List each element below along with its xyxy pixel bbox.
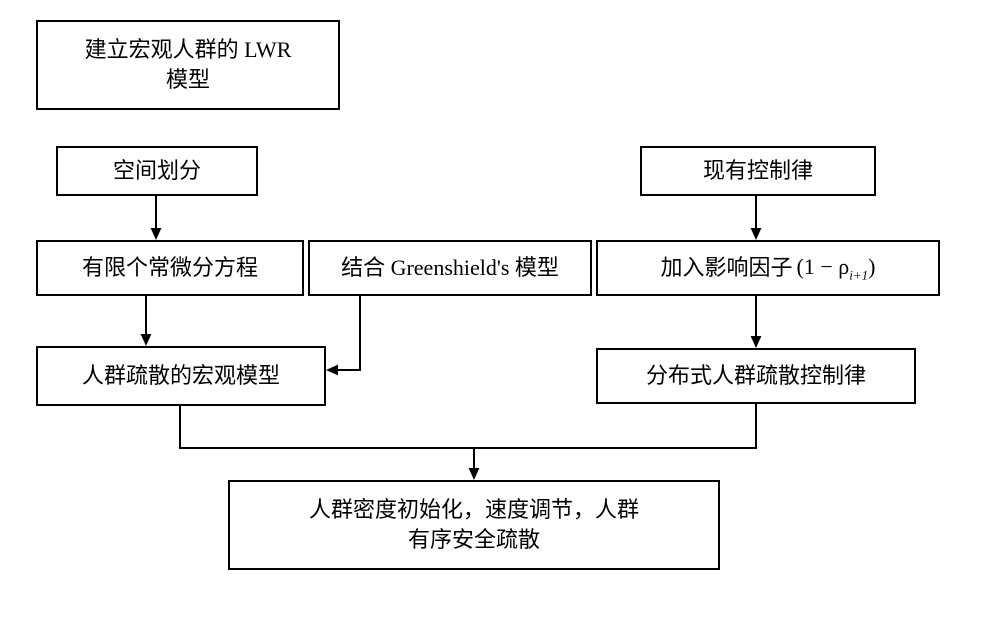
box-space-partition: 空间划分 <box>56 146 258 196</box>
box-macro-model: 人群疏散的宏观模型 <box>36 346 326 406</box>
flowchart-canvas: 建立宏观人群的 LWR 模型 空间划分 有限个常微分方程 结合 Greenshi… <box>0 0 1000 638</box>
box-existing-law: 现有控制律 <box>640 146 876 196</box>
box-text: 有限个常微分方程 <box>82 253 258 283</box>
box-ode: 有限个常微分方程 <box>36 240 304 296</box>
box-greenshields: 结合 Greenshield's 模型 <box>308 240 592 296</box>
box-text: 分布式人群疏散控制律 <box>646 361 866 391</box>
expr-right: ) <box>868 254 875 279</box>
box-distributed-law: 分布式人群疏散控制律 <box>596 348 916 404</box>
math-expr: (1 − ρi+1) <box>797 252 876 284</box>
box-lwr-model: 建立宏观人群的 LWR 模型 <box>36 20 340 110</box>
box-text: 结合 Greenshield's 模型 <box>341 253 559 283</box>
box-text: 建立宏观人群的 LWR 模型 <box>85 35 292 94</box>
box-text: 现有控制律 <box>703 156 813 186</box>
box-text: 人群疏散的宏观模型 <box>82 361 280 391</box>
expr-left: (1 − ρ <box>797 254 850 279</box>
box-impact-factor: 加入影响因子 (1 − ρi+1) <box>596 240 940 296</box>
expr-sub: i+1 <box>849 267 868 282</box>
box-text-prefix: 加入影响因子 <box>661 253 793 283</box>
box-result: 人群密度初始化，速度调节，人群 有序安全疏散 <box>228 480 720 570</box>
box-text: 人群密度初始化，速度调节，人群 有序安全疏散 <box>309 495 639 554</box>
box-text: 空间划分 <box>113 156 201 186</box>
